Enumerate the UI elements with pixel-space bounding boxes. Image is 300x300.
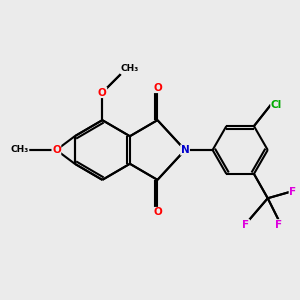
Text: O: O — [98, 88, 107, 98]
Text: CH₃: CH₃ — [11, 146, 29, 154]
Text: N: N — [181, 145, 189, 155]
Text: O: O — [52, 145, 61, 155]
Text: O: O — [153, 82, 162, 93]
Text: O: O — [153, 207, 162, 218]
Text: F: F — [289, 187, 296, 197]
Text: CH₃: CH₃ — [121, 64, 139, 74]
Text: F: F — [275, 220, 282, 230]
Text: Cl: Cl — [271, 100, 282, 110]
Text: F: F — [242, 220, 249, 230]
